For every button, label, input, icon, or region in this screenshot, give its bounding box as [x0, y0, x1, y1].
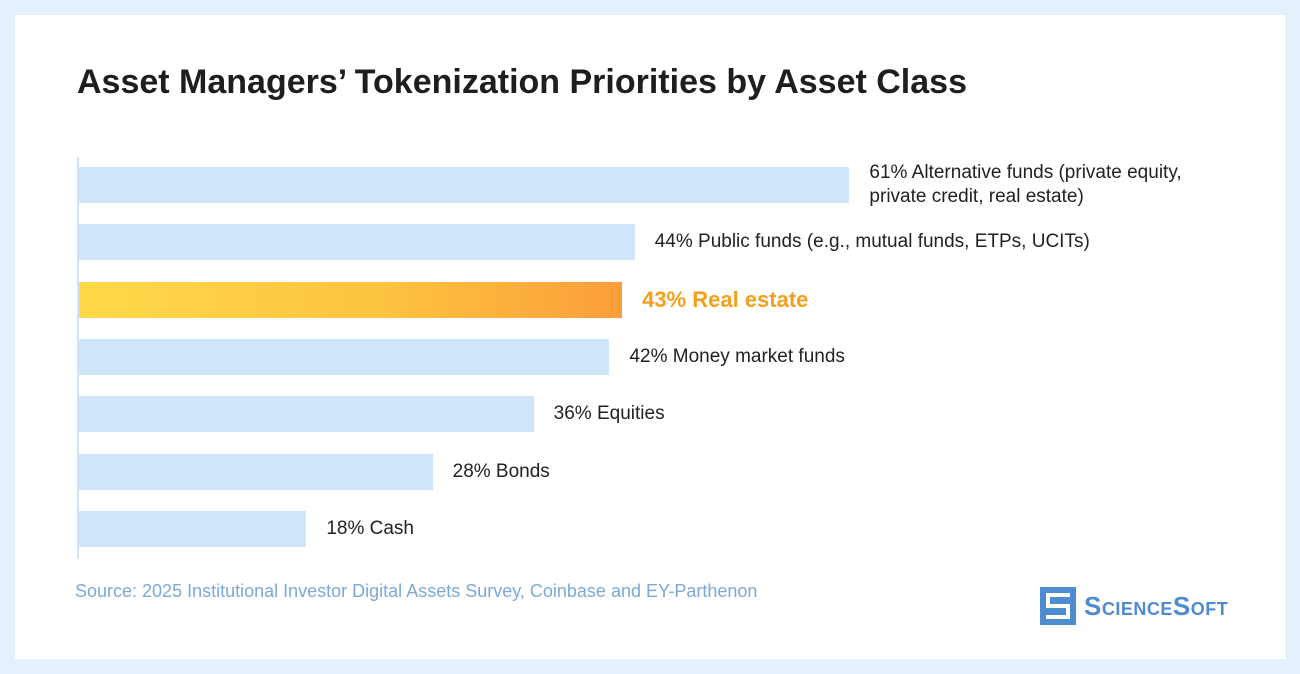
bar-label-line: 42% Money market funds [629, 345, 845, 367]
bar-3 [79, 281, 623, 318]
bar-label-line: 36% Equities [553, 403, 665, 425]
bar-label-4: 42% Money market funds [629, 345, 844, 369]
source-note: Source: 2025 Institutional Investor Digi… [75, 581, 758, 601]
bar-label-line: 43% Real estate [642, 286, 809, 312]
bar-label-6: 28% Bonds [453, 460, 550, 484]
bar-label-line: private credit, real estate) [869, 186, 1084, 207]
bar-label-1: 61% Alternative funds (private equity, pr… [869, 161, 1181, 209]
bar-label-7: 18% Cash [326, 517, 414, 541]
bar-label-2: 44% Public funds (e.g., mutual funds, ET… [655, 230, 1090, 254]
sciencesoft-logo: ScienceSoft [1040, 587, 1228, 625]
bar-label-3: 43% Real estate [642, 286, 809, 312]
bar-6 [79, 453, 433, 490]
bar-4 [79, 338, 610, 375]
bar-label-5: 36% Equities [554, 402, 665, 426]
bar-chart: 61% Alternative funds (private equity, pr… [15, 15, 1285, 575]
bar-2 [79, 224, 635, 261]
bar-5 [79, 396, 534, 433]
chart-title: Asset Managers’ Tokenization Priorities … [77, 63, 967, 101]
y-axis-line [77, 157, 79, 559]
bar-7 [79, 510, 307, 547]
bar-label-line: 28% Bonds [452, 460, 550, 482]
bar-label-line: 61% Alternative funds (private equity, [869, 162, 1182, 183]
logo-text: ScienceSoft [1084, 590, 1229, 621]
bar-label-line: 44% Public funds (e.g., mutual funds, ET… [654, 231, 1090, 253]
chart-card: Asset Managers’ Tokenization Priorities … [15, 15, 1285, 659]
sciencesoft-logo-icon [1040, 587, 1076, 625]
bar-1 [79, 167, 850, 203]
bar-label-line: 18% Cash [326, 517, 414, 539]
